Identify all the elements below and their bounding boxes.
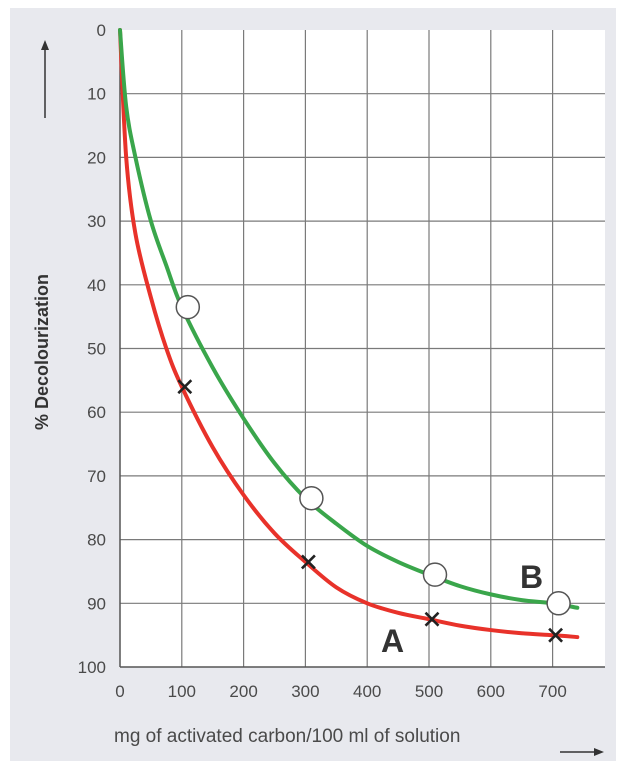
y-tick-label: 20 [87, 148, 106, 167]
x-tick-label: 200 [229, 682, 257, 701]
tick-labels: 0 100 200 300 400 500 600 700 0 10 20 30 40 50 60 70 80 9… [78, 21, 567, 701]
cross-stroke [300, 554, 316, 570]
x-tick-label: 700 [538, 682, 566, 701]
series-b-point [175, 294, 201, 320]
y-tick-label: 70 [87, 467, 106, 486]
series-layer [118, 28, 580, 643]
x-tick-label: 300 [291, 682, 319, 701]
x-tick-label: 500 [415, 682, 443, 701]
cross-stroke [548, 627, 564, 643]
y-tick-label: 40 [87, 276, 106, 295]
series-a-point [177, 379, 193, 395]
cross-stroke [177, 379, 193, 395]
y-tick-label: 30 [87, 212, 106, 231]
x-tick-label: 600 [477, 682, 505, 701]
series-b-point [546, 591, 571, 616]
axes [119, 30, 605, 668]
y-tick-label: 100 [78, 658, 106, 677]
y-tick-label: 0 [97, 21, 106, 40]
x-axis-arrowhead [594, 748, 604, 756]
y-axis-arrowhead [41, 40, 49, 50]
series-label-b: B [520, 559, 543, 595]
series-b-point [299, 485, 324, 511]
x-tick-label: 400 [353, 682, 381, 701]
y-tick-label: 80 [87, 531, 106, 550]
cross-stroke [424, 611, 440, 627]
x-tick-label: 0 [115, 682, 124, 701]
series-a-point [300, 554, 316, 570]
series-a-point [424, 611, 440, 627]
y-tick-label: 10 [87, 85, 106, 104]
series-label-a: A [381, 623, 404, 659]
series-a-point [548, 627, 564, 643]
series-b-point [422, 562, 448, 587]
series-a-line [118, 28, 580, 640]
y-tick-label: 50 [87, 340, 106, 359]
y-axis-title: % Decolourization [32, 274, 52, 430]
x-tick-label: 100 [168, 682, 196, 701]
y-tick-label: 90 [87, 594, 106, 613]
x-axis-title: mg of activated carbon/100 ml of solutio… [114, 726, 460, 747]
y-tick-label: 60 [87, 403, 106, 422]
